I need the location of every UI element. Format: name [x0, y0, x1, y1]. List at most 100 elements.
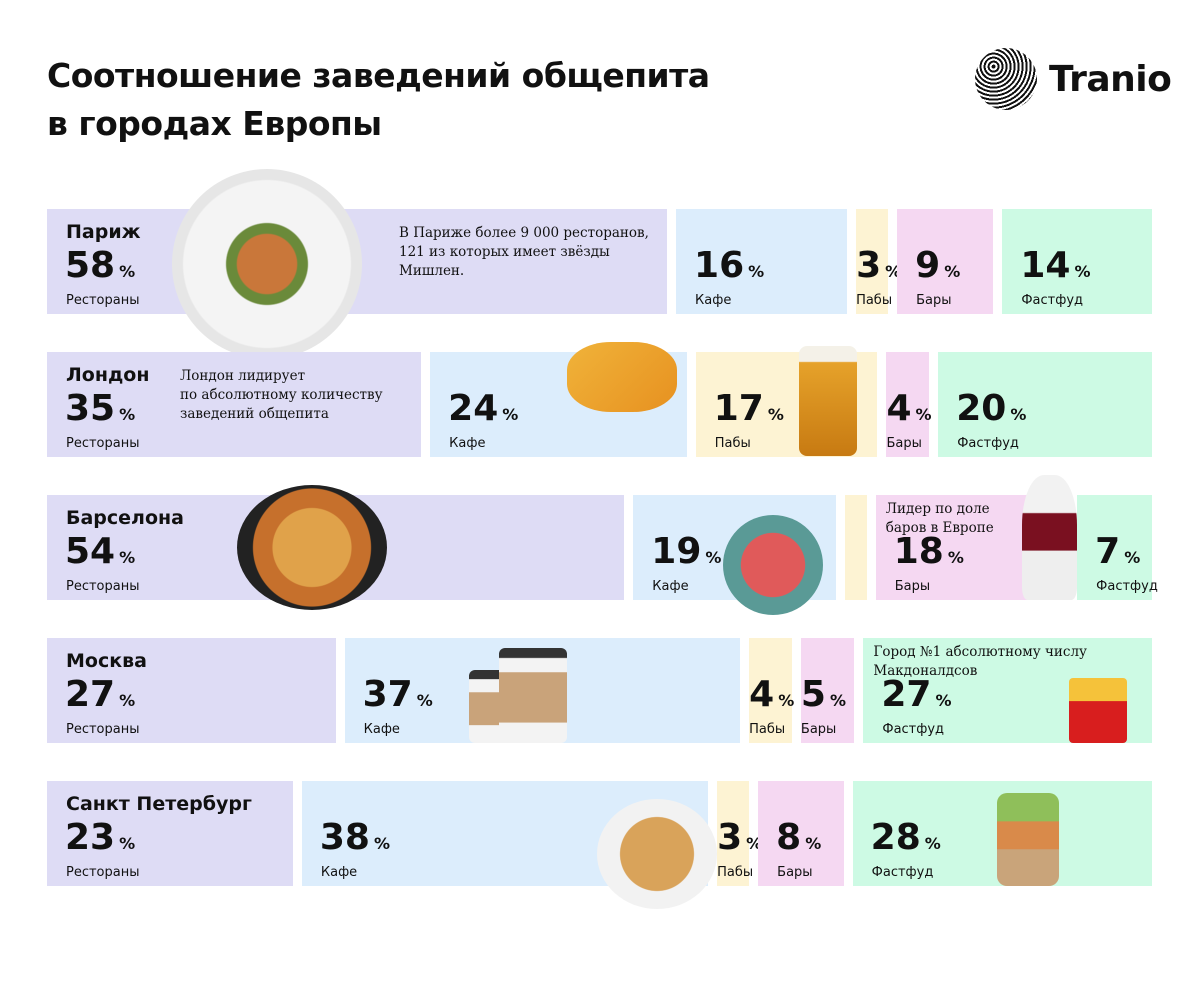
value-number: 27 [65, 674, 116, 715]
percent-unit: % [915, 405, 932, 424]
segment-label: Кафе [320, 865, 358, 880]
segment-value: 14% [1020, 246, 1090, 292]
segment-label: Бары [777, 865, 813, 880]
city-name: Санкт Петербург [66, 793, 252, 815]
annotation-note: Лондон лидирует по абсолютному количеств… [180, 368, 383, 422]
value-number: 3 [717, 817, 743, 858]
segment-value: 17% [714, 389, 784, 435]
segment-label: Фастфуд [957, 436, 1019, 451]
segment-label: Кафе [363, 722, 400, 737]
value-number: 58 [65, 245, 116, 286]
percent-unit: % [1074, 262, 1091, 281]
segment-value: 3% [856, 246, 901, 292]
segment-label: Фастфуд [871, 865, 934, 880]
value-number: 19 [651, 531, 702, 572]
bar-row-0: Париж В Париже более 9 000 ресторанов, 12… [47, 169, 1152, 359]
percent-unit: % [119, 548, 136, 567]
segment-label: Фастфуд [1021, 293, 1084, 308]
food-illustration [1069, 678, 1127, 743]
percent-unit: % [373, 834, 391, 853]
bar-segment-restaurants: Санкт Петербург 23% Рестораны [47, 781, 293, 886]
percent-unit: % [502, 405, 519, 424]
food-illustration [567, 342, 677, 412]
food-illustration [499, 648, 567, 743]
value-number: 16 [694, 245, 745, 286]
segment-label: Фастфуд [1096, 579, 1158, 594]
segment-label: Пабы [717, 865, 754, 880]
segment-value: 7% [1095, 532, 1140, 578]
segment-value: 58% [65, 246, 135, 292]
segment-label: Рестораны [66, 293, 140, 308]
bar-segment-restaurants: Москва 27% Рестораны [47, 638, 336, 743]
percent-unit: % [1124, 548, 1141, 567]
food-illustration [723, 515, 823, 615]
bar-segment-pubs: 4% Пабы [749, 638, 794, 743]
segment-label: Бары [800, 722, 837, 737]
segment-label: Пабы [714, 436, 751, 451]
value-number: 35 [65, 388, 116, 429]
percent-unit: % [748, 262, 765, 281]
value-number: 24 [448, 388, 499, 429]
value-number: 5 [800, 674, 826, 715]
value-number: 7 [1095, 531, 1121, 572]
food-illustration [799, 346, 857, 456]
segment-label: Пабы [856, 293, 893, 308]
food-illustration [1022, 475, 1077, 600]
segment-value: 24% [448, 389, 518, 435]
segment-label: Кафе [652, 579, 689, 594]
segment-label: Рестораны [66, 865, 140, 880]
segment-value: 54% [65, 532, 135, 578]
value-number: 54 [65, 531, 116, 572]
segment-label: Рестораны [66, 579, 140, 594]
segment-value: 38% [320, 818, 390, 864]
value-number: 18 [893, 531, 944, 572]
segment-value: 9% [915, 246, 960, 292]
segment-value: 20% [956, 389, 1026, 435]
bar-segment-cafe: 16% Кафе [676, 209, 848, 314]
segment-value: 5% [801, 675, 846, 721]
segment-value: 18% [894, 532, 964, 578]
percent-unit: % [805, 834, 822, 853]
bar-segment-pubs: 3% Пабы [717, 781, 762, 886]
segment-value: 37% [363, 675, 433, 721]
percent-unit: % [119, 405, 136, 424]
segment-label: Бары [886, 436, 922, 451]
bar-segment-bars: 8% Бары [758, 781, 844, 886]
value-number: 4 [886, 388, 912, 429]
title-line-1: Соотношение заведений общепита [47, 56, 710, 95]
bar-row-2: Барселона 54% Рестораны 19% Кафе Лидер по дол… [47, 475, 1158, 615]
segment-value: 3% [717, 818, 762, 864]
value-number: 17 [713, 388, 764, 429]
value-number: 9 [915, 245, 941, 286]
value-number: 4 [749, 674, 775, 715]
swirl-logo-icon [975, 48, 1037, 110]
bar-segment-bars: 9% Бары [897, 209, 994, 314]
bar-row-4: Санкт Петербург 23% Рестораны 38% Кафе 3% Пабы… [47, 781, 1152, 909]
segment-value: 28% [871, 818, 941, 864]
value-number: 3 [856, 245, 882, 286]
segment-label: Пабы [749, 722, 786, 737]
value-number: 38 [319, 817, 370, 858]
title-line-2: в городах Европы [47, 104, 382, 143]
bar-segment-fastfood: 7% Фастфуд [1077, 495, 1158, 600]
segment-label: Кафе [449, 436, 486, 451]
bar-segment-fastfood: 14% Фастфуд [1002, 209, 1152, 314]
bar-segment-pubs: 3% Пабы [856, 209, 901, 314]
annotation-note: Лидер по доле баров в Европе [885, 501, 994, 536]
bar-segment-restaurants: Лондон Лондон лидирует по абсолютному кол… [47, 352, 422, 457]
percent-unit: % [829, 691, 847, 710]
segment-label: Рестораны [66, 436, 140, 451]
segment-label: Фастфуд [882, 722, 945, 737]
food-illustration [997, 793, 1059, 886]
segment-value: 4% [749, 675, 794, 721]
segment-value: 27% [881, 675, 951, 721]
bar-row-1: Лондон Лондон лидирует по абсолютному кол… [47, 342, 1153, 457]
logo-text: Tranio [1049, 58, 1172, 100]
segment-label: Рестораны [66, 722, 140, 737]
value-number: 37 [362, 674, 413, 715]
city-name: Лондон [66, 364, 150, 386]
segment-label: Кафе [695, 293, 732, 308]
bar-segment-pubs [845, 495, 867, 600]
segment-value: 16% [694, 246, 764, 292]
food-illustration [172, 169, 362, 359]
